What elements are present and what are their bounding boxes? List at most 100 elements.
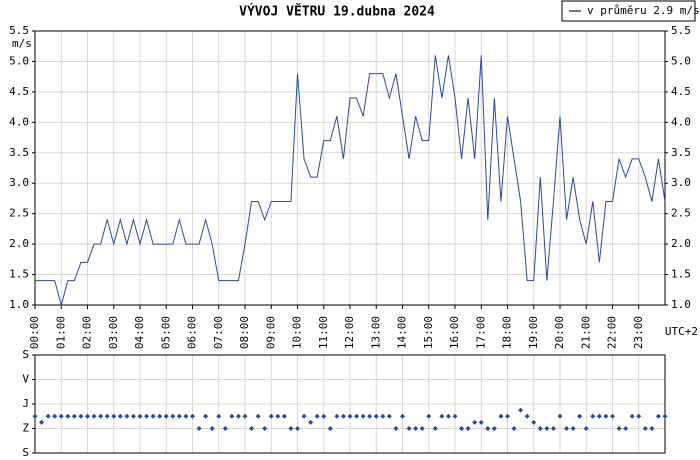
data-point xyxy=(117,413,123,419)
data-point xyxy=(354,413,360,419)
data-point xyxy=(321,413,327,419)
data-point xyxy=(262,426,268,431)
data-point xyxy=(557,413,563,419)
data-point xyxy=(373,413,379,419)
data-point xyxy=(478,419,484,425)
data-point xyxy=(104,413,110,419)
y-tick-label: 2.5 xyxy=(9,207,29,220)
data-point xyxy=(472,419,478,425)
data-point xyxy=(531,419,537,425)
x-tick-label: 06:00 xyxy=(186,316,199,349)
data-point xyxy=(255,413,261,419)
y-tick-label: 1.5 xyxy=(9,268,29,281)
plot-frame xyxy=(34,354,666,454)
data-point xyxy=(183,413,189,419)
data-point xyxy=(78,413,84,419)
data-point xyxy=(662,413,668,419)
x-tick-label: 20:00 xyxy=(553,316,566,349)
data-point xyxy=(327,426,333,431)
data-point xyxy=(130,413,136,419)
x-tick-label: 12:00 xyxy=(343,316,356,349)
y-axis-unit: m/s xyxy=(12,37,32,50)
y-tick-label: 5.5 xyxy=(671,24,691,37)
data-point xyxy=(222,426,228,431)
legend-box xyxy=(561,0,696,22)
y-tick-label: 3.5 xyxy=(9,146,29,159)
y-tick-label: S xyxy=(22,348,29,361)
y-tick-label: J xyxy=(22,397,29,410)
y-tick-label: 4.0 xyxy=(9,115,29,128)
y-tick-label: 5.0 xyxy=(671,54,691,67)
x-axis-label: UTC+2 xyxy=(665,325,698,338)
x-tick-label: 08:00 xyxy=(238,316,251,349)
data-point xyxy=(176,413,182,419)
data-point xyxy=(347,413,353,419)
x-tick-label: 21:00 xyxy=(579,316,592,349)
data-point xyxy=(39,419,45,425)
data-point xyxy=(150,413,156,419)
data-point xyxy=(505,413,510,419)
chart-title: VÝVOJ VĚTRU 19.dubna 2024 xyxy=(239,4,435,20)
data-point xyxy=(655,413,661,419)
data-point xyxy=(524,413,530,419)
data-point xyxy=(32,413,38,419)
y-tick-label: 5.5 xyxy=(9,24,29,37)
data-point xyxy=(52,413,58,419)
y-tick-label: 1.0 xyxy=(9,298,29,311)
x-tick-label: 14:00 xyxy=(396,316,409,349)
data-point xyxy=(157,413,163,419)
data-point xyxy=(491,426,497,431)
data-point xyxy=(596,413,602,419)
x-tick-label: 04:00 xyxy=(133,316,146,349)
data-point xyxy=(544,426,550,431)
legend-label: v průměru 2.9 m/s xyxy=(587,4,700,17)
data-point xyxy=(590,413,596,419)
y-tick-label: 3.0 xyxy=(671,176,691,189)
x-tick-label: 11:00 xyxy=(317,316,330,349)
data-point xyxy=(334,413,340,419)
data-point xyxy=(196,426,202,431)
data-point xyxy=(308,419,314,425)
y-tick-label: 3.5 xyxy=(671,146,691,159)
data-point xyxy=(432,426,438,431)
x-tick-label: 23:00 xyxy=(632,316,645,349)
data-point xyxy=(498,413,504,419)
x-tick-label: 05:00 xyxy=(159,316,172,349)
data-point xyxy=(400,413,405,419)
data-point xyxy=(163,413,169,419)
x-tick-label: 19:00 xyxy=(527,316,540,349)
y-tick-label: 2.0 xyxy=(671,237,691,250)
x-tick-label: 22:00 xyxy=(606,316,619,349)
data-point xyxy=(249,426,255,431)
data-point xyxy=(642,426,648,431)
data-point xyxy=(459,426,465,431)
data-point xyxy=(301,413,307,419)
data-point xyxy=(275,413,281,419)
data-point xyxy=(629,413,635,419)
data-point xyxy=(537,426,543,431)
data-point xyxy=(439,413,445,419)
data-point xyxy=(636,413,642,419)
data-point xyxy=(393,426,399,431)
x-tick-label: 16:00 xyxy=(448,316,461,349)
y-tick-label: Z xyxy=(22,422,29,435)
y-tick-label: V xyxy=(22,373,29,386)
data-point xyxy=(623,426,629,431)
x-tick-label: 01:00 xyxy=(54,316,67,349)
x-tick-label: 09:00 xyxy=(264,316,277,349)
data-point xyxy=(577,413,583,419)
data-point xyxy=(426,413,432,419)
x-tick-label: 17:00 xyxy=(474,316,487,349)
data-point xyxy=(367,413,373,419)
data-point xyxy=(65,413,71,419)
data-point xyxy=(616,426,622,431)
data-point xyxy=(216,413,222,419)
y-tick-label: 4.0 xyxy=(671,115,691,128)
y-tick-label: 1.0 xyxy=(671,298,691,311)
data-point xyxy=(137,413,143,419)
data-point xyxy=(58,413,64,419)
y-tick-label: 2.5 xyxy=(671,207,691,220)
data-point xyxy=(603,413,609,419)
x-tick-label: 10:00 xyxy=(291,316,304,349)
